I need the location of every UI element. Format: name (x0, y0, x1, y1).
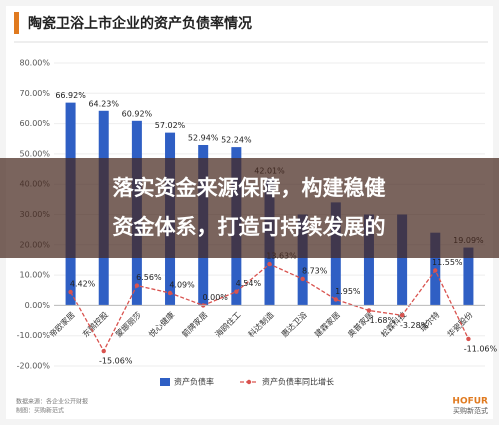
bar (363, 214, 374, 306)
y-tick-label: 80.00% (19, 59, 50, 68)
source: 数据来源：各企业公开财报 (16, 398, 88, 406)
growth-value-label: 0.00% (202, 293, 228, 302)
y-tick-label: 50.00% (19, 149, 50, 158)
growth-point (399, 313, 405, 318)
y-tick-label: -20.00% (17, 362, 51, 371)
growth-value-label: -3.28% (400, 321, 429, 330)
y-tick-label: 10.00% (19, 271, 50, 280)
growth-value-label: 8.73% (302, 266, 328, 275)
legend-label: 资产负债率 (174, 377, 214, 387)
growth-value-label: -15.06% (99, 357, 133, 366)
growth-point (234, 289, 239, 294)
bar (297, 214, 308, 306)
bar-value-label: 64.23% (88, 99, 119, 108)
banner-line: 资金体系，打造可持续发展的 (113, 215, 386, 239)
legend-swatch (160, 378, 170, 386)
growth-point (333, 297, 339, 302)
bar (397, 214, 408, 306)
bar-value-label: 52.94% (188, 133, 219, 142)
logo-sub: 买购新范式 (453, 406, 488, 415)
title-marker (14, 12, 19, 34)
growth-point (267, 261, 272, 267)
bar-value-label: 57.02% (155, 121, 186, 130)
y-tick-label: 60.00% (19, 119, 50, 128)
y-tick-label: 0.00% (25, 301, 51, 310)
growth-point (300, 276, 305, 282)
growth-point (366, 308, 372, 313)
growth-point (167, 290, 173, 296)
growth-value-label: 6.56% (136, 273, 162, 282)
banner (0, 158, 499, 258)
bar (463, 247, 474, 306)
growth-value-label: -1.68% (367, 316, 396, 325)
banner-line: 落实资金来源保障，构建稳健 (113, 176, 386, 200)
growth-value-label: 1.95% (335, 287, 361, 296)
logo: HOFUR (452, 397, 488, 407)
growth-point (433, 268, 438, 273)
growth-value-label: -11.06% (464, 344, 498, 353)
growth-value-label: 4.54% (236, 279, 262, 288)
y-tick-label: -10.00% (17, 331, 51, 340)
credit: 制图：买购新范式 (16, 407, 64, 415)
growth-value-label: 11.55% (432, 258, 463, 267)
y-tick-label: 70.00% (19, 89, 50, 98)
growth-point (101, 348, 106, 354)
bar-value-label: 60.92% (122, 109, 153, 118)
growth-value-label: 4.09% (169, 281, 195, 290)
growth-point (466, 336, 471, 342)
bar-value-label: 66.92% (55, 91, 86, 100)
growth-value-label: 4.42% (70, 280, 96, 289)
growth-point (68, 289, 73, 295)
legend-label: 资产负债率同比增长 (262, 377, 334, 387)
bar-value-label: 52.24% (221, 136, 252, 145)
growth-point (134, 283, 140, 288)
legend-swatch (246, 379, 252, 385)
chart-title: 陶瓷卫浴上市企业的资产负债率情况 (28, 15, 252, 32)
